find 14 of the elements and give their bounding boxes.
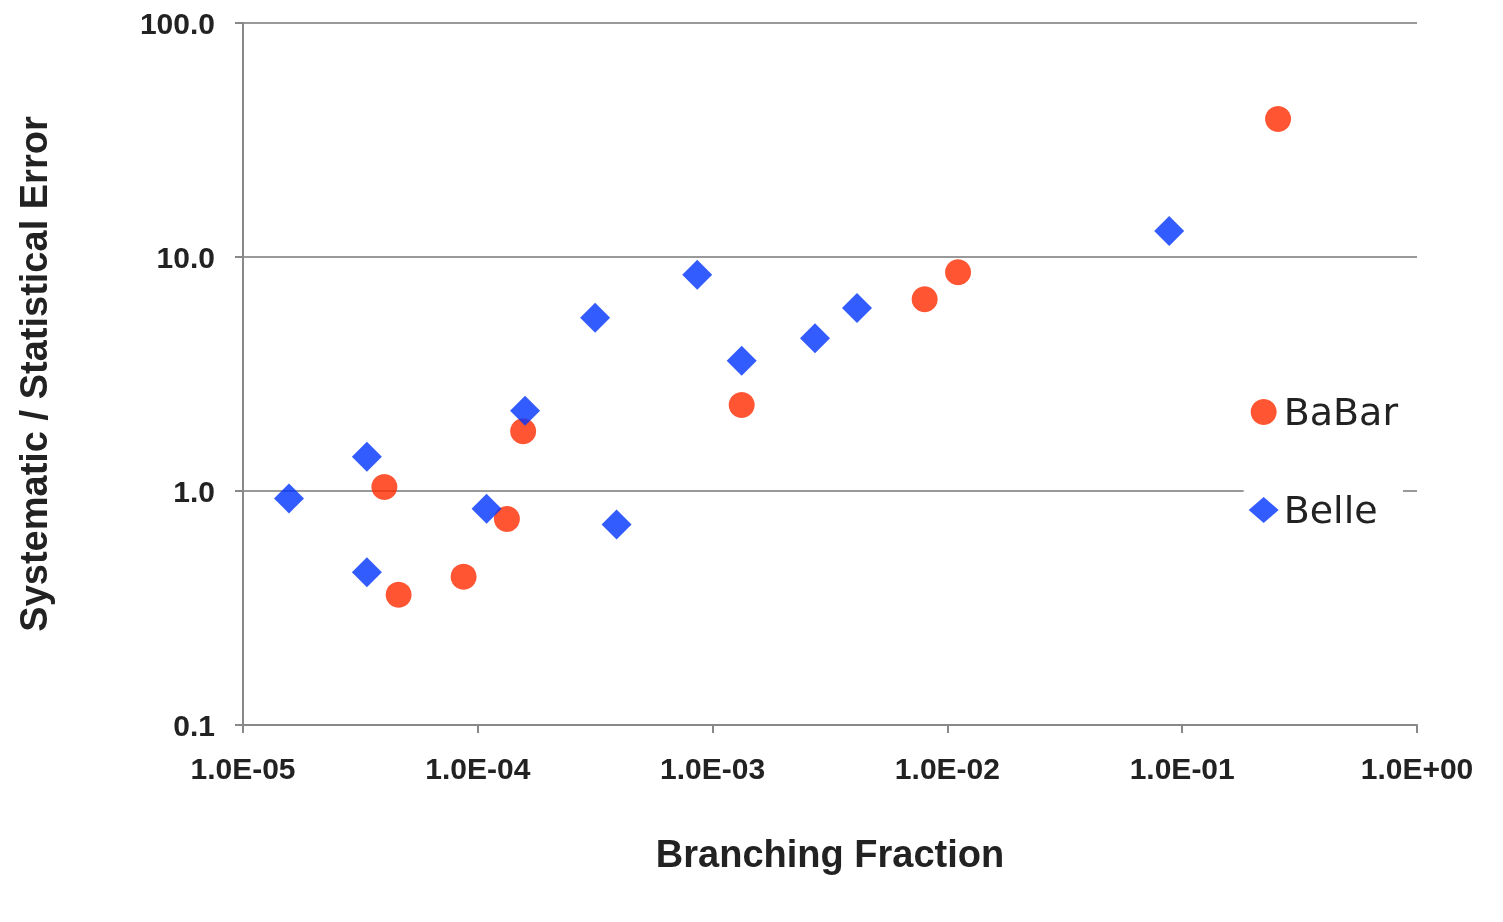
x-tick-label: 1.0E-02 bbox=[894, 751, 1000, 785]
x-axis-title: Branching Fraction bbox=[655, 833, 1005, 875]
x-tick-label: 1.0E-01 bbox=[1129, 751, 1235, 785]
y-tick-label: 10.0 bbox=[156, 240, 215, 274]
y-tick-label: 100.0 bbox=[139, 6, 215, 40]
x-tick-label: 1.0E+00 bbox=[1360, 751, 1474, 785]
y-axis-title: Systematic / Statistical Error bbox=[13, 116, 55, 632]
x-tick-label: 1.0E-04 bbox=[425, 751, 531, 785]
x-tick-label: 1.0E-05 bbox=[190, 751, 296, 785]
legend-label: BaBar bbox=[1283, 390, 1399, 434]
legend-label: Belle bbox=[1283, 488, 1378, 532]
y-tick-label: 1.0 bbox=[173, 474, 215, 508]
x-tick-label: 1.0E-03 bbox=[660, 751, 766, 785]
y-tick-label: 0.1 bbox=[173, 708, 215, 742]
